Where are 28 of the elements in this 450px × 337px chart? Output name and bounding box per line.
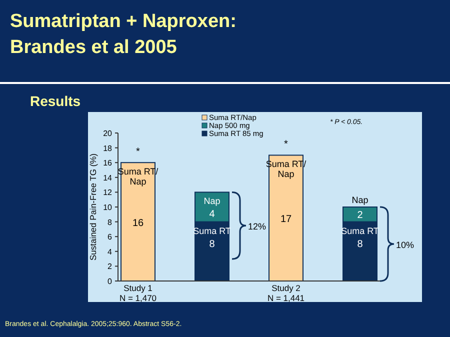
- annotation: *: [136, 146, 140, 158]
- annotation: *: [284, 139, 288, 150]
- y-tick-label: 8: [108, 218, 113, 227]
- annotation: Nap: [204, 196, 220, 206]
- x-tick-label: Study 1 N = 1,470: [119, 283, 157, 303]
- y-tick-label: 12: [103, 188, 113, 198]
- data-label: 4: [209, 209, 216, 220]
- x-tick-label: Study 2 N = 1,441: [267, 283, 305, 303]
- y-tick-label: 16: [103, 158, 113, 168]
- annotation: Nap: [352, 195, 368, 205]
- data-label: 17: [280, 214, 292, 226]
- y-tick-label: 20: [103, 129, 113, 138]
- y-tick-label: 4: [108, 247, 113, 256]
- y-tick-label: 14: [103, 173, 113, 182]
- data-label: 16: [132, 218, 144, 229]
- chart-subtitle: Results: [30, 93, 81, 109]
- y-tick-label: 18: [103, 144, 113, 153]
- data-label: 8: [357, 238, 364, 250]
- data-label: 8: [209, 238, 216, 250]
- y-tick-label: 0: [108, 277, 113, 286]
- annotation: 12%: [248, 222, 266, 232]
- data-label: 2: [357, 210, 364, 221]
- text: 10%: [396, 240, 414, 250]
- y-tick-label: 10: [103, 203, 113, 212]
- y-axis-title: Sustained Pain-Free TG (%): [88, 153, 98, 261]
- y-tick-label: 6: [108, 232, 113, 242]
- chart-title: Sumatriptan + Naproxen: Brandes et al 2005: [10, 11, 236, 58]
- y-tick-label: 2: [108, 262, 113, 272]
